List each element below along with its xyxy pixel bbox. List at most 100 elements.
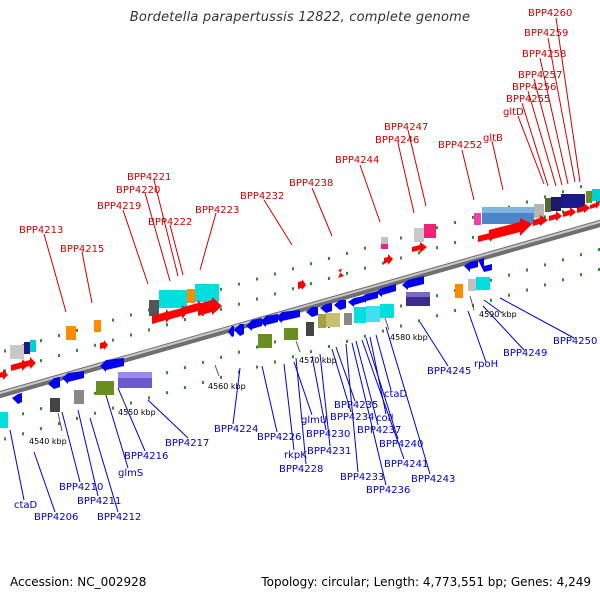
reverse-arrows[interactable] xyxy=(12,258,492,404)
accession-text: Accession: NC_002928 xyxy=(10,575,147,589)
gene-block[interactable] xyxy=(474,213,481,225)
gene-block[interactable] xyxy=(195,284,219,302)
reverse-gene-labels[interactable]: BPP4250 4590 kbp BPP4249 rpoH BPP4245 ct… xyxy=(14,310,597,523)
gene-label: BPP4222 xyxy=(148,217,192,228)
gene-block[interactable] xyxy=(534,204,544,218)
gene-block[interactable] xyxy=(380,304,394,318)
tick-dot xyxy=(598,267,600,271)
tick-dot xyxy=(580,253,582,257)
gene-block[interactable] xyxy=(10,345,24,359)
gene-label: BPP4212 xyxy=(97,512,141,523)
tick-dot xyxy=(544,283,546,287)
tick-dot xyxy=(76,416,78,420)
tick-dot xyxy=(256,277,258,281)
tick-dot xyxy=(544,215,546,219)
tick-dot xyxy=(256,297,258,301)
gene-block[interactable] xyxy=(381,237,388,245)
gene-block[interactable] xyxy=(0,412,8,428)
tick-dot xyxy=(328,277,330,281)
scale-label: 4570 kbp xyxy=(299,356,337,365)
gene-block[interactable] xyxy=(159,290,187,308)
gene-block[interactable] xyxy=(455,284,463,298)
reverse-genes[interactable] xyxy=(0,277,490,428)
gene-block[interactable] xyxy=(318,314,326,328)
gene-block[interactable] xyxy=(545,198,551,212)
tick-dot xyxy=(364,334,366,338)
gene-block[interactable] xyxy=(306,322,314,336)
gene-label: BPP4220 xyxy=(116,185,160,196)
tick-dot xyxy=(562,278,564,282)
gene-block[interactable] xyxy=(258,334,272,348)
gene-block[interactable] xyxy=(74,390,84,404)
tick-dot xyxy=(454,309,456,313)
gene-block[interactable] xyxy=(187,289,195,303)
gene-block[interactable] xyxy=(586,191,592,203)
gene-label: BPP4246 xyxy=(375,135,419,146)
tick-dot xyxy=(58,354,60,358)
gene-label: BPP4250 xyxy=(553,336,597,347)
forward-gene-labels[interactable]: BPP4260 BPP4259 BPP4258 BPP4257 BPP4256 … xyxy=(19,8,572,255)
gene-block[interactable] xyxy=(592,189,600,201)
gene-label: BPP4249 xyxy=(503,348,547,359)
tick-dot xyxy=(58,334,60,338)
gene-block[interactable] xyxy=(326,313,340,327)
tick-dot xyxy=(598,199,600,203)
tick-dot xyxy=(562,210,564,214)
gene-block[interactable] xyxy=(50,398,60,412)
gene-label: gltB xyxy=(483,133,503,144)
gene-label: BPP4217 xyxy=(165,438,209,449)
gene-block[interactable] xyxy=(381,244,388,249)
tick-dot xyxy=(202,380,204,384)
gene-label: BPP4231 xyxy=(307,446,351,457)
tick-dot xyxy=(184,366,186,370)
tick-dot xyxy=(292,267,294,271)
scale-label: 4550 kbp xyxy=(118,408,156,417)
tick-dot xyxy=(382,329,384,333)
gene-block[interactable] xyxy=(284,328,298,340)
gene-block[interactable] xyxy=(424,224,436,238)
gene-block[interactable] xyxy=(551,197,561,211)
gene-block[interactable] xyxy=(414,228,424,242)
tick-dot xyxy=(310,350,312,354)
tick-dot xyxy=(22,432,24,436)
tick-dot xyxy=(346,251,348,255)
tick-dot xyxy=(310,282,312,286)
tick-dot xyxy=(130,401,132,405)
gene-block[interactable] xyxy=(354,307,366,323)
gene-block[interactable] xyxy=(468,279,476,291)
gene-block[interactable] xyxy=(366,306,380,322)
gene-block[interactable] xyxy=(561,194,585,208)
tick-dot xyxy=(526,268,528,272)
tick-dot xyxy=(508,293,510,297)
tick-dot xyxy=(274,292,276,296)
forward-connectors xyxy=(43,17,581,313)
gene-label: gltD xyxy=(503,107,524,118)
gene-label: BPP4210 xyxy=(59,482,103,493)
gene-block[interactable] xyxy=(149,300,159,316)
tick-dot xyxy=(400,324,402,328)
gene-label: BPP4223 xyxy=(195,205,239,216)
gene-label: BPP4236 xyxy=(366,485,410,496)
tick-dot xyxy=(148,396,150,400)
tick-dot xyxy=(328,257,330,261)
gene-block[interactable] xyxy=(94,320,101,332)
gene-block[interactable] xyxy=(476,277,490,290)
gene-block[interactable] xyxy=(344,313,352,325)
gene-label: BPP4244 xyxy=(335,155,379,166)
tick-dot xyxy=(130,313,132,317)
tick-dot xyxy=(184,318,186,322)
gene-label: BPP4237 xyxy=(357,425,401,436)
gene-block[interactable] xyxy=(24,342,30,354)
tick-dot xyxy=(418,251,420,255)
gene-block[interactable] xyxy=(30,340,36,352)
tick-dot xyxy=(580,185,582,189)
forward-genes[interactable] xyxy=(10,189,600,359)
reverse-connectors xyxy=(9,297,575,513)
gene-label: BPP4216 xyxy=(124,451,168,462)
gene-block[interactable] xyxy=(66,326,76,340)
gene-label: BPP4247 xyxy=(384,122,428,133)
forward-arrows[interactable] xyxy=(0,200,600,380)
gene-block[interactable] xyxy=(96,381,114,395)
tick-dot xyxy=(562,190,564,194)
